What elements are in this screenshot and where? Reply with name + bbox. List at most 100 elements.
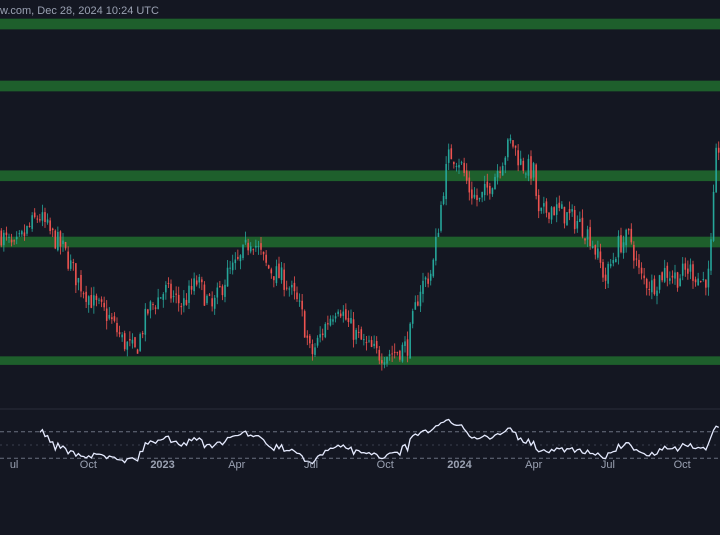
- candle-body: [607, 263, 609, 284]
- candle-body: [355, 329, 357, 340]
- candle-body: [540, 207, 543, 211]
- candle-body: [347, 318, 350, 323]
- candle-body: [465, 170, 468, 181]
- candle-body: [49, 220, 51, 232]
- candle-body: [291, 284, 293, 288]
- candle-body: [54, 230, 57, 249]
- candle-body: [280, 267, 283, 281]
- chart-header: w.com, Dec 28, 2024 10:24 UTC: [0, 5, 159, 17]
- candle-body: [604, 274, 607, 281]
- candle-body: [450, 148, 453, 160]
- candle-body: [363, 339, 365, 341]
- candle-body: [399, 350, 401, 360]
- candle-body: [504, 157, 507, 165]
- candle-body: [260, 243, 262, 250]
- candle-body: [85, 291, 87, 302]
- x-tick-label: Apr: [525, 459, 542, 471]
- candle-body: [242, 244, 244, 259]
- candle-body: [339, 313, 342, 317]
- candle-body: [177, 294, 180, 304]
- candle-body: [195, 280, 198, 285]
- candle-body: [306, 335, 309, 338]
- candle-body: [409, 323, 411, 359]
- candle-body: [162, 294, 165, 300]
- candle-body: [375, 341, 378, 349]
- candle-body: [123, 333, 126, 350]
- candle-body: [396, 352, 399, 354]
- candle-body: [118, 332, 121, 335]
- candle-body: [108, 314, 111, 319]
- candle-body: [131, 339, 134, 344]
- candle-body: [447, 149, 450, 163]
- candle-body: [653, 278, 656, 295]
- candle-body: [550, 207, 553, 220]
- candle-body: [671, 275, 674, 278]
- candle-body: [579, 218, 581, 222]
- candle-body: [144, 308, 147, 335]
- candle-body: [486, 181, 489, 188]
- candle-body: [468, 177, 471, 193]
- candle-body: [100, 299, 103, 302]
- candle-body: [198, 276, 201, 283]
- candle-body: [44, 212, 46, 223]
- candle-body: [193, 278, 195, 292]
- candle-body: [244, 239, 247, 243]
- candle-body: [597, 248, 599, 258]
- candle-body: [460, 162, 463, 164]
- candle-body: [561, 204, 563, 209]
- candle-body: [710, 239, 712, 271]
- candle-body: [90, 295, 93, 308]
- candle-body: [491, 188, 494, 195]
- candle-body: [149, 301, 152, 311]
- candle-body: [617, 235, 620, 258]
- candle-body: [95, 295, 98, 300]
- candle-body: [622, 242, 625, 254]
- candle-body: [267, 265, 270, 269]
- candle-body: [543, 203, 545, 207]
- rsi-pane: [0, 418, 720, 465]
- candle-body: [208, 294, 211, 296]
- candle-body: [627, 229, 630, 231]
- candle-body: [247, 242, 249, 251]
- price-candles: [0, 134, 720, 371]
- candle-body: [643, 275, 645, 279]
- candle-body: [651, 280, 653, 293]
- candle-body: [301, 300, 303, 310]
- candle-body: [82, 293, 85, 295]
- candle-body: [638, 259, 640, 268]
- candle-body: [219, 286, 221, 288]
- zone-band-1: [0, 356, 720, 365]
- candle-body: [455, 165, 458, 167]
- candle-body: [555, 204, 558, 215]
- candle-body: [285, 287, 288, 289]
- candle-body: [633, 244, 635, 261]
- candle-body: [635, 258, 638, 260]
- candle-body: [620, 235, 622, 253]
- candle-body: [512, 140, 514, 147]
- candle-body: [525, 173, 527, 175]
- candle-body: [427, 278, 429, 284]
- candle-body: [23, 232, 26, 237]
- candle-body: [298, 300, 301, 302]
- candle-body: [581, 217, 584, 237]
- candle-body: [391, 353, 393, 355]
- candle-body: [373, 343, 375, 346]
- candle-body: [453, 161, 455, 165]
- candle-body: [509, 138, 512, 141]
- candle-body: [537, 195, 540, 212]
- candle-body: [229, 267, 231, 269]
- candle-body: [689, 264, 692, 272]
- candle-body: [275, 266, 278, 284]
- candle-body: [381, 360, 383, 364]
- candle-body: [319, 334, 321, 338]
- candle-body: [51, 228, 54, 231]
- candle-body: [139, 334, 141, 351]
- candle-body: [31, 215, 33, 229]
- candle-body: [674, 272, 676, 279]
- candle-body: [669, 278, 671, 281]
- candle-body: [190, 286, 193, 290]
- candle-body: [252, 249, 255, 251]
- candle-body: [134, 337, 136, 347]
- candle-body: [499, 171, 501, 174]
